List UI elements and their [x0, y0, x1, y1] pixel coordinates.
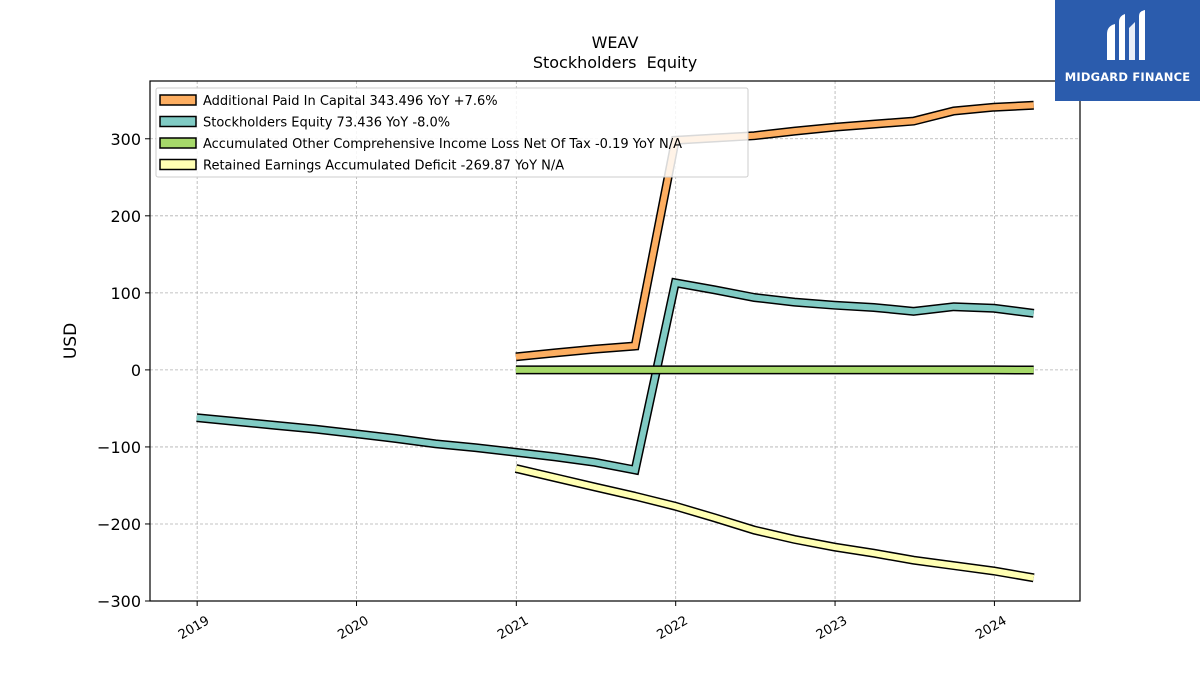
legend-label: Additional Paid In Capital 343.496 YoY +…	[203, 94, 498, 109]
legend-swatch	[159, 137, 197, 149]
axis-ticks: −300 −200 −100 0 100 200 300 2019 2020 2021 2022 20…	[97, 130, 1009, 643]
x-tick-label: 2023	[814, 613, 850, 643]
legend-box	[155, 87, 749, 178]
x-tick-label: 2022	[655, 613, 691, 643]
x-tick-label: 2021	[495, 613, 531, 643]
chart-title: WEAV	[592, 33, 639, 52]
y-tick-label: 0	[131, 361, 141, 380]
legend-swatch	[159, 158, 197, 171]
legend-label: Accumulated Other Comprehensive Income L…	[203, 137, 682, 152]
series-line-3	[515, 465, 1035, 581]
brand-logo: MIDGARD FINANCE	[1055, 0, 1200, 101]
y-tick-label: −200	[97, 515, 141, 534]
legend-swatch	[159, 94, 197, 106]
midgard-logo-icon	[1107, 10, 1145, 60]
brand-name: MIDGARD FINANCE	[1064, 70, 1191, 84]
y-tick-label: −300	[97, 592, 141, 611]
x-tick-label: 2020	[335, 613, 371, 643]
legend-label: Stockholders Equity 73.436 YoY -8.0%	[203, 116, 450, 131]
chart-subtitle: Stockholders Equity	[533, 53, 697, 72]
series-line-0	[515, 102, 1034, 360]
legend: Additional Paid In Capital 343.496 YoY +…	[155, 87, 749, 178]
legend-swatch	[159, 115, 197, 128]
y-tick-label: 200	[110, 207, 141, 226]
series-line-1	[196, 279, 1035, 474]
y-tick-label: 100	[110, 284, 141, 303]
series-layer	[196, 100, 1035, 583]
y-axis-label: USD	[61, 323, 81, 359]
plot-frame	[149, 80, 1081, 602]
y-tick-label: −100	[97, 438, 141, 457]
x-tick-label: 2024	[973, 613, 1009, 643]
x-tick-label: 2019	[176, 613, 212, 643]
y-tick-label: 300	[110, 130, 141, 149]
legend-label: Retained Earnings Accumulated Deficit -2…	[203, 159, 564, 174]
